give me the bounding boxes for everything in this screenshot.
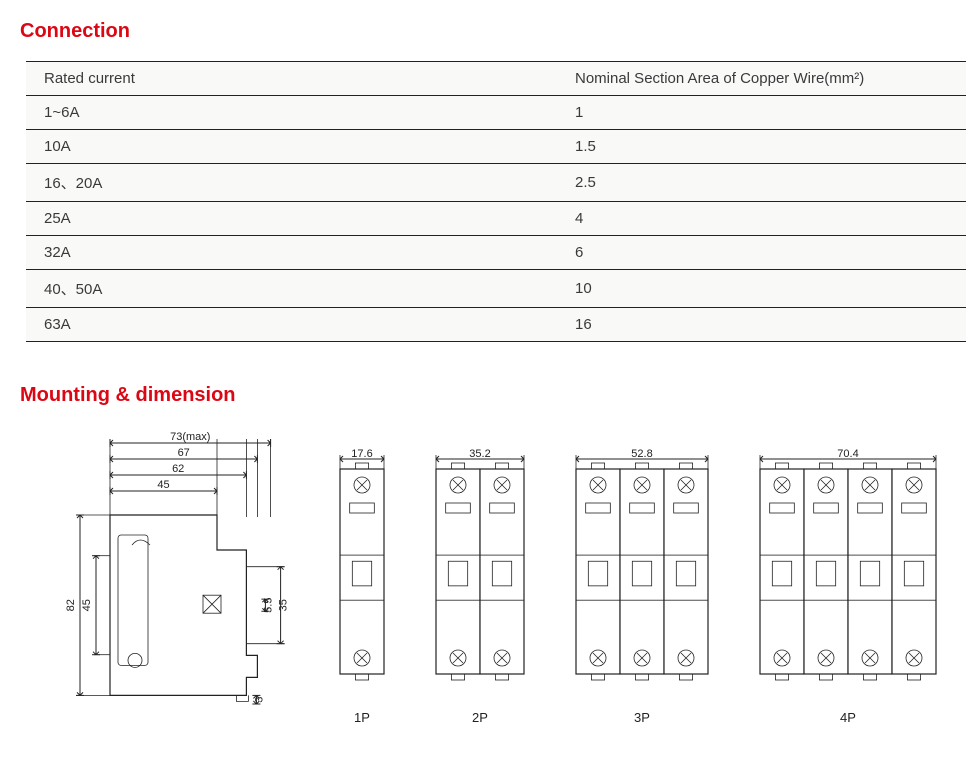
svg-text:62: 62 <box>172 463 184 475</box>
cell-rated-current: 25A <box>26 202 557 236</box>
col-header-rated-current: Rated current <box>26 62 557 96</box>
cell-rated-current: 10A <box>26 130 557 164</box>
front-view-3p: 52.8 3P <box>566 449 718 725</box>
cell-wire-section: 1 <box>557 96 966 130</box>
svg-text:82: 82 <box>65 599 77 611</box>
table-row: 16、20A2.5 <box>26 164 966 202</box>
side-view-diagram: 73(max)6762458245355.53 <box>50 425 300 725</box>
table-header-row: Rated current Nominal Section Area of Co… <box>26 62 966 96</box>
svg-text:3: 3 <box>253 697 265 703</box>
side-view-svg: 73(max)6762458245355.53 <box>50 425 300 725</box>
table-row: 10A1.5 <box>26 130 966 164</box>
cell-rated-current: 40、50A <box>26 270 557 308</box>
table-row: 25A4 <box>26 202 966 236</box>
front-caption-2p: 2P <box>472 710 488 725</box>
front-svg-4p: 70.4 <box>750 449 946 704</box>
table-row: 32A6 <box>26 236 966 270</box>
svg-text:73(max): 73(max) <box>170 431 210 443</box>
cell-wire-section: 4 <box>557 202 966 236</box>
front-caption-1p: 1P <box>354 710 370 725</box>
front-svg-3p: 52.8 <box>566 449 718 704</box>
mounting-heading: Mounting & dimension <box>20 384 957 407</box>
cell-wire-section: 10 <box>557 270 966 308</box>
connection-heading: Connection <box>20 20 957 43</box>
front-view-4p: 70.4 4P <box>750 449 946 725</box>
svg-text:35: 35 <box>278 599 290 611</box>
cell-rated-current: 16、20A <box>26 164 557 202</box>
svg-text:67: 67 <box>178 447 190 459</box>
table-row: 1~6A1 <box>26 96 966 130</box>
svg-text:45: 45 <box>81 599 93 611</box>
table-row: 63A16 <box>26 308 966 342</box>
table-row: 40、50A10 <box>26 270 966 308</box>
svg-text:35.2: 35.2 <box>469 449 490 460</box>
front-caption-3p: 3P <box>634 710 650 725</box>
front-svg-1p: 17.6 <box>330 449 394 704</box>
col-header-wire-section: Nominal Section Area of Copper Wire(mm²) <box>557 62 966 96</box>
svg-text:17.6: 17.6 <box>351 449 372 460</box>
front-view-2p: 35.2 2P <box>426 449 534 725</box>
cell-wire-section: 6 <box>557 236 966 270</box>
front-svg-2p: 35.2 <box>426 449 534 704</box>
front-caption-4p: 4P <box>840 710 856 725</box>
svg-text:45: 45 <box>157 479 169 491</box>
cell-wire-section: 2.5 <box>557 164 966 202</box>
cell-rated-current: 32A <box>26 236 557 270</box>
connection-table: Rated current Nominal Section Area of Co… <box>26 61 966 342</box>
cell-wire-section: 16 <box>557 308 966 342</box>
cell-wire-section: 1.5 <box>557 130 966 164</box>
cell-rated-current: 63A <box>26 308 557 342</box>
svg-text:5.5: 5.5 <box>262 598 274 613</box>
svg-text:70.4: 70.4 <box>837 449 858 460</box>
svg-text:52.8: 52.8 <box>631 449 652 460</box>
front-view-1p: 17.6 1P <box>330 449 394 725</box>
cell-rated-current: 1~6A <box>26 96 557 130</box>
